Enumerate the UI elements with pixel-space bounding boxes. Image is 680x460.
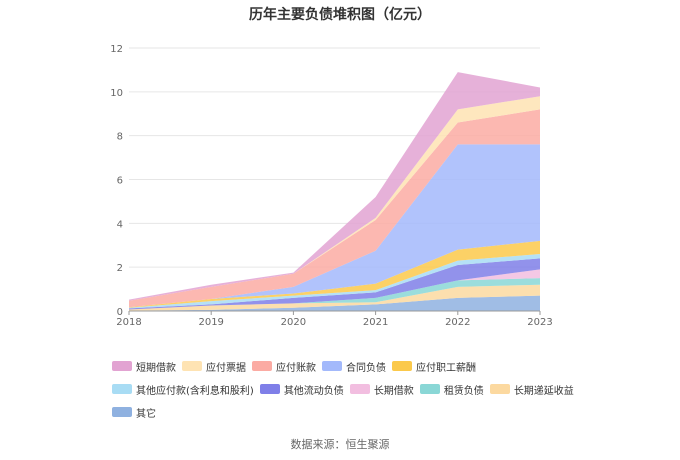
x-tick-label: 2022 [445,317,470,328]
legend-label: 租赁负债 [443,385,484,397]
x-tick-label: 2020 [281,317,306,328]
legend-label: 短期借款 [136,362,176,374]
legend-swatch [112,384,132,394]
stacked-area-chart: 0 2 4 6 8 10 12 2018 2019 2020 2021 2022 2023 [110,44,552,328]
area-series [129,295,540,311]
legend-swatch [489,384,510,394]
area-series [129,72,540,301]
legend-item[interactable]: 租赁负债 [419,382,484,397]
area-series [129,258,540,310]
legend-label: 应付票据 [206,362,246,374]
legend-item[interactable]: 其他流动负债 [259,382,344,397]
x-tick-label: 2018 [116,317,141,328]
chart-legend: 短期借款 应付票据 应付账款 合同负债 应付职工薪酬其他应付款(含利息和股利) 其他流动负… [112,356,592,425]
legend-label: 其他流动负债 [283,385,344,397]
area-series [129,109,540,308]
legend-label: 其他应付款(含利息和股利) [136,385,254,397]
x-tick-label: 2023 [527,317,552,328]
legend-item[interactable]: 其它 [112,405,156,420]
legend-label: 其它 [136,408,156,420]
legend-item[interactable]: 应付票据 [182,359,246,374]
y-tick-label: 4 [117,219,123,230]
legend-item[interactable]: 其他应付款(含利息和股利) [112,382,254,397]
legend-swatch [392,361,412,371]
legend-label: 应付账款 [276,362,316,374]
legend-swatch [419,384,440,394]
area-series [129,254,540,309]
legend-item[interactable]: 应付账款 [252,359,316,374]
y-tick-label: 6 [117,176,123,187]
legend-label: 应付职工薪酬 [416,362,476,374]
legend-swatch [252,361,272,371]
x-tick-label: 2019 [198,317,223,328]
legend-item[interactable]: 应付职工薪酬 [392,359,476,374]
area-series [129,144,540,308]
legend-label: 长期递延收益 [513,385,574,397]
legend-item[interactable]: 短期借款 [112,359,176,374]
y-tick-label: 2 [117,263,123,274]
y-tick-label: 10 [110,88,123,99]
legend-swatch [349,384,370,394]
legend-label: 长期借款 [373,385,414,397]
y-tick-label: 8 [117,132,123,143]
legend-swatch [112,407,132,417]
legend-swatch [182,361,202,371]
legend-item[interactable]: 合同负债 [322,359,386,374]
legend-label: 合同负债 [346,362,386,374]
area-series [129,284,540,311]
y-tick-label: 12 [110,44,123,55]
legend-swatch [259,384,280,394]
data-source-note: 数据来源：恒生聚源 [290,438,390,451]
area-series [129,278,540,310]
legend-item[interactable]: 长期借款 [349,382,414,397]
chart-title: 历年主要负债堆积图（亿元） [249,7,431,23]
x-tick-label: 2021 [363,317,388,328]
legend-item[interactable]: 长期递延收益 [489,382,574,397]
legend-swatch [322,361,342,371]
area-series [129,240,540,308]
legend-swatch [112,361,132,371]
y-tick-label: 0 [117,307,123,318]
